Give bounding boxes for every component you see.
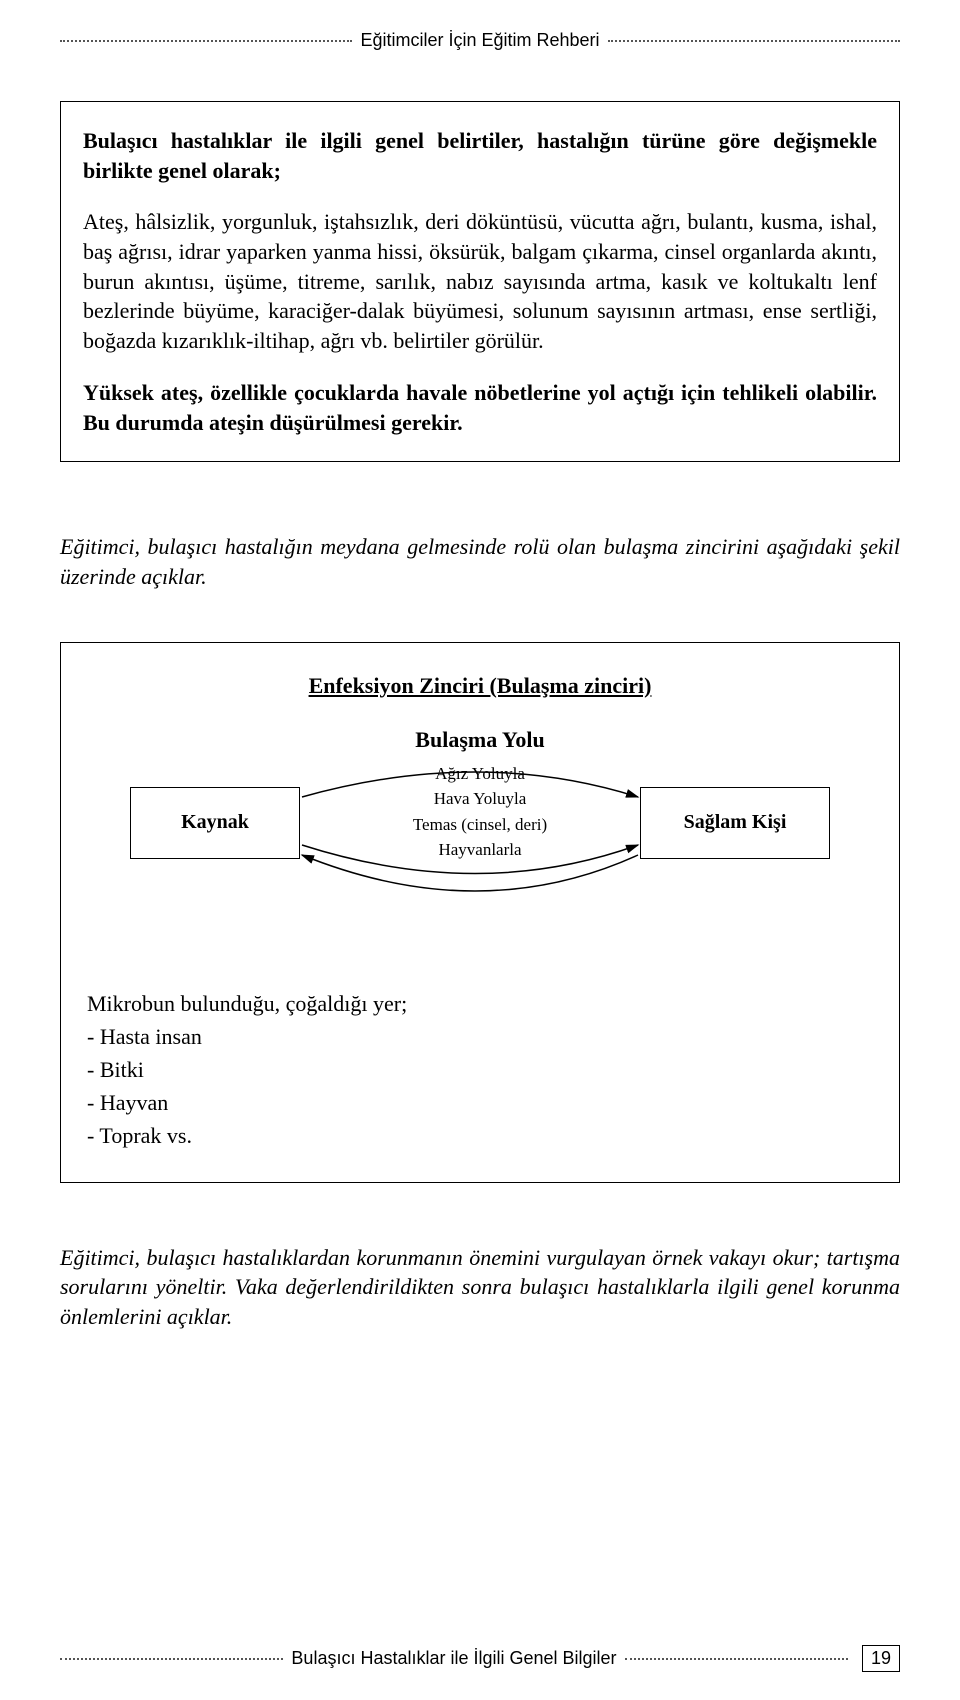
- route-item: Ağız Yoluyla: [413, 761, 547, 787]
- diagram-source-box: Kaynak: [130, 787, 300, 859]
- footer-dots-right: [625, 1658, 848, 1660]
- diagram-route-list: Ağız Yoluyla Hava Yoluyla Temas (cinsel,…: [413, 761, 547, 863]
- diagram-target-box: Sağlam Kişi: [640, 787, 830, 859]
- page-number: 19: [862, 1645, 900, 1672]
- microbe-item: - Bitki: [87, 1053, 873, 1086]
- page-header: Eğitimciler İçin Eğitim Rehberi: [60, 30, 900, 51]
- page-footer: Bulaşıcı Hastalıklar ile İlgili Genel Bi…: [60, 1645, 900, 1672]
- microbe-item: - Hayvan: [87, 1086, 873, 1119]
- route-item: Hava Yoluyla: [413, 786, 547, 812]
- instructor-note-2: Eğitimci, bulaşıcı hastalıklardan korunm…: [60, 1243, 900, 1332]
- footer-title: Bulaşıcı Hastalıklar ile İlgili Genel Bi…: [291, 1648, 616, 1669]
- chain-diagram: Bulaşma Yolu Ağız Yoluyla Hava Yoluyla T…: [130, 727, 830, 947]
- symptoms-warning: Yüksek ateş, özellikle çocuklarda havale…: [83, 378, 877, 437]
- microbe-section: Mikrobun bulunduğu, çoğaldığı yer; - Has…: [87, 987, 873, 1152]
- infection-chain-box: Enfeksiyon Zinciri (Bulaşma zinciri) Bul…: [60, 642, 900, 1183]
- route-item: Hayvanlarla: [413, 837, 547, 863]
- microbe-item: - Hasta insan: [87, 1020, 873, 1053]
- header-dots-left: [60, 40, 352, 42]
- microbe-item: - Toprak vs.: [87, 1119, 873, 1152]
- diagram-top-label: Bulaşma Yolu: [415, 727, 544, 753]
- symptoms-list: Ateş, hâlsizlik, yorgunluk, iştahsızlık,…: [83, 207, 877, 355]
- instructor-note-1: Eğitimci, bulaşıcı hastalığın meydana ge…: [60, 532, 900, 591]
- chain-title: Enfeksiyon Zinciri (Bulaşma zinciri): [87, 673, 873, 699]
- header-dots-right: [608, 40, 900, 42]
- header-title: Eğitimciler İçin Eğitim Rehberi: [360, 30, 599, 51]
- footer-dots-left: [60, 1658, 283, 1660]
- symptoms-intro: Bulaşıcı hastalıklar ile ilgili genel be…: [83, 126, 877, 185]
- symptoms-box: Bulaşıcı hastalıklar ile ilgili genel be…: [60, 101, 900, 462]
- route-item: Temas (cinsel, deri): [413, 812, 547, 838]
- microbe-intro: Mikrobun bulunduğu, çoğaldığı yer;: [87, 987, 873, 1020]
